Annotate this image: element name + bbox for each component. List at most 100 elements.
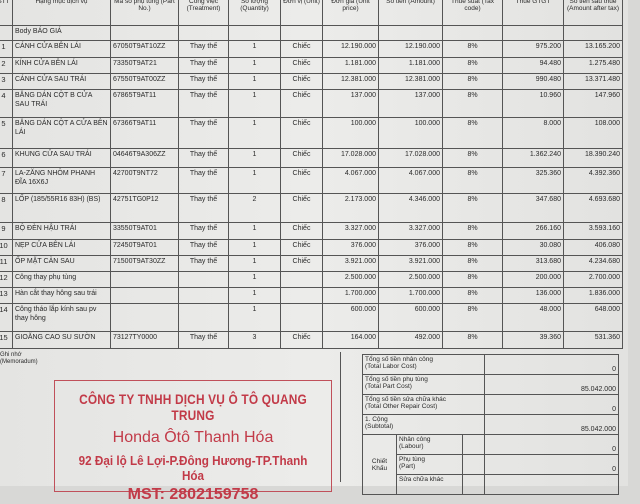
- cell-stt: 11: [0, 255, 13, 272]
- cell-name: BỘ ĐÈN HẬU TRÁI: [12, 222, 111, 240]
- cell-treatment: Thay thế: [178, 255, 229, 272]
- cell-stt: 1: [0, 40, 13, 58]
- section-stt: I: [0, 25, 13, 41]
- discount-labour: Chiết Khấu Nhân công (Labour) 0: [362, 434, 619, 495]
- header-amount: Số tiền (Amount): [378, 0, 443, 26]
- cell-part-no: 72450T9AT01: [110, 239, 179, 256]
- summary-other: Tổng số tiền sửa chữa khác (Total Other R…: [362, 394, 619, 415]
- table-row: 5 BĂNG DÁN CỘT A CỬA BÊN LÁI 67366T9AT11 Th…: [0, 117, 623, 149]
- cell-name: BĂNG DÁN CỘT A CỬA BÊN LÁI: [12, 117, 111, 149]
- cell-name: GIOĂNG CAO SU SƯỜN: [12, 331, 111, 349]
- cell-unit-price: 3.921.000: [322, 255, 379, 272]
- cell-stt: 13: [0, 287, 13, 304]
- header-after-tax: Số tiền sau thuế (Amount after tax): [563, 0, 623, 26]
- cell-unit: Chiếc: [280, 73, 323, 90]
- cell-after-tax: 406.080: [563, 239, 623, 256]
- cell-quantity: 1: [228, 222, 281, 240]
- cell-unit: Chiếc: [280, 222, 323, 240]
- cell-vat: 266.160: [502, 222, 564, 240]
- cell-after-tax: 18.390.240: [563, 148, 623, 168]
- cell-after-tax: 1.275.480: [563, 57, 623, 74]
- cell-treatment: Thay thế: [178, 57, 229, 74]
- cell-stt: 6: [0, 148, 13, 168]
- cell-part-no: 42700T9NT72: [110, 167, 179, 194]
- cell-unit: Chiếc: [280, 117, 323, 149]
- table-row: 7 LA-ZĂNG NHÔM PHANH ĐĨA 16X6J 42700T9NT72…: [0, 167, 623, 194]
- cell-vat: 325.360: [502, 167, 564, 194]
- cell-after-tax: 1.836.000: [563, 287, 623, 304]
- cell-unit-price: 100.000: [322, 117, 379, 149]
- cell-unit: Chiếc: [280, 57, 323, 74]
- cell-stt: 3: [0, 73, 13, 90]
- cell-unit-price: 137.000: [322, 89, 379, 118]
- summary-table: Tổng số tiền nhân công (Total Labor Cost)…: [362, 354, 619, 495]
- cell-part-no: 33550T9AT01: [110, 222, 179, 240]
- discount-part-value: 0: [484, 454, 619, 475]
- table-row: 8 LỐP (185/55R16 83H) (BS) 42751TG0P12 Thay…: [0, 193, 623, 223]
- section-row: I Body BÁO GIÁ: [0, 25, 623, 41]
- cell-vat: 136.000: [502, 287, 564, 304]
- cell-amount: 376.000: [378, 239, 443, 256]
- cell-amount: 12.190.000: [378, 40, 443, 58]
- cell-quantity: 1: [228, 73, 281, 90]
- cell-part-no: 73127TY0000: [110, 331, 179, 349]
- cell-after-tax: 4.392.360: [563, 167, 623, 194]
- cell-tax-code: 8%: [442, 167, 503, 194]
- cell-amount: 3.327.000: [378, 222, 443, 240]
- header-part-no: Mã số phụ tùng (Part No.): [110, 0, 179, 26]
- cell-tax-code: 8%: [442, 239, 503, 256]
- cell-unit-price: 4.067.000: [322, 167, 379, 194]
- table-row: 9 BỘ ĐÈN HẬU TRÁI 33550T9AT01 Thay thế 1 Chiế…: [0, 222, 623, 240]
- cell-tax-code: 8%: [442, 287, 503, 304]
- cell-tax-code: 8%: [442, 193, 503, 223]
- stamp-company-name: CÔNG TY TNHH DỊCH VỤ Ô TÔ QUANG TRUNG: [79, 391, 307, 423]
- cell-name: ỐP MẶT CẢN SAU: [12, 255, 111, 272]
- cell-treatment: Thay thế: [178, 193, 229, 223]
- cell-unit-price: 3.327.000: [322, 222, 379, 240]
- cell-quantity: 1: [228, 287, 281, 304]
- header-treatment: Công việc (Treatment): [178, 0, 229, 26]
- cell-treatment: Thay thế: [178, 167, 229, 194]
- cell-treatment: Thay thế: [178, 117, 229, 149]
- header-stt: STT: [0, 0, 13, 26]
- cell-name: LỐP (185/55R16 83H) (BS): [12, 193, 111, 223]
- cell-amount: 4.067.000: [378, 167, 443, 194]
- divider: [340, 352, 361, 482]
- cell-name: LA-ZĂNG NHÔM PHANH ĐĨA 16X6J: [12, 167, 111, 194]
- cell-stt: 7: [0, 167, 13, 194]
- cell-vat: 94.480: [502, 57, 564, 74]
- table-row: 10 NẸP CỬA BÊN LÁI 72450T9AT01 Thay thế 1 Chi…: [0, 239, 623, 256]
- cell-name: KHUNG CỬA SAU TRÁI: [12, 148, 111, 168]
- cell-amount: 137.000: [378, 89, 443, 118]
- table-row: 13 Hàn cắt thay hông sau trái 1 1.700.000 1.…: [0, 287, 623, 304]
- cell-treatment: Thay thế: [178, 222, 229, 240]
- cell-treatment: Thay thế: [178, 148, 229, 168]
- cell-unit-price: 2.173.000: [322, 193, 379, 223]
- cell-tax-code: 8%: [442, 255, 503, 272]
- cell-unit: [280, 287, 323, 304]
- cell-vat: 1.362.240: [502, 148, 564, 168]
- cell-amount: 4.346.000: [378, 193, 443, 223]
- table-row: 1 CÁNH CỬA BÊN LÁI 67050T9AT10ZZ Thay thế 1 C…: [0, 40, 623, 58]
- cell-unit: Chiếc: [280, 148, 323, 168]
- summary-labor: Tổng số tiền nhân công (Total Labor Cost)…: [362, 354, 619, 375]
- cell-part-no: 67366T9AT11: [110, 117, 179, 149]
- cell-amount: 17.028.000: [378, 148, 443, 168]
- table-row: 11 ỐP MẶT CẢN SAU 71500T9AT30ZZ Thay thế 1 Ch…: [0, 255, 623, 272]
- cell-amount: 2.500.000: [378, 271, 443, 288]
- cell-unit: Chiếc: [280, 89, 323, 118]
- cell-tax-code: 8%: [442, 222, 503, 240]
- cell-unit-price: 2.500.000: [322, 271, 379, 288]
- table-row: 12 Công thay phụ tùng 1 2.500.000 2.500.000 8…: [0, 271, 623, 288]
- memo-label: Ghi nhớ (Memoradum): [0, 352, 38, 365]
- stamp-brand: Honda Ôtô Thanh Hóa: [112, 429, 274, 446]
- cell-tax-code: 8%: [442, 73, 503, 90]
- cell-unit-price: 17.028.000: [322, 148, 379, 168]
- cell-after-tax: 4.693.680: [563, 193, 623, 223]
- cell-name: Công tháo lắp kính sau pv thay hông: [12, 303, 111, 332]
- cell-vat: 10.960: [502, 89, 564, 118]
- discount-part: Phụ tùng (Part) 0: [363, 454, 619, 475]
- cell-quantity: 1: [228, 239, 281, 256]
- cell-stt: 10: [0, 239, 13, 256]
- cell-stt: 5: [0, 117, 13, 149]
